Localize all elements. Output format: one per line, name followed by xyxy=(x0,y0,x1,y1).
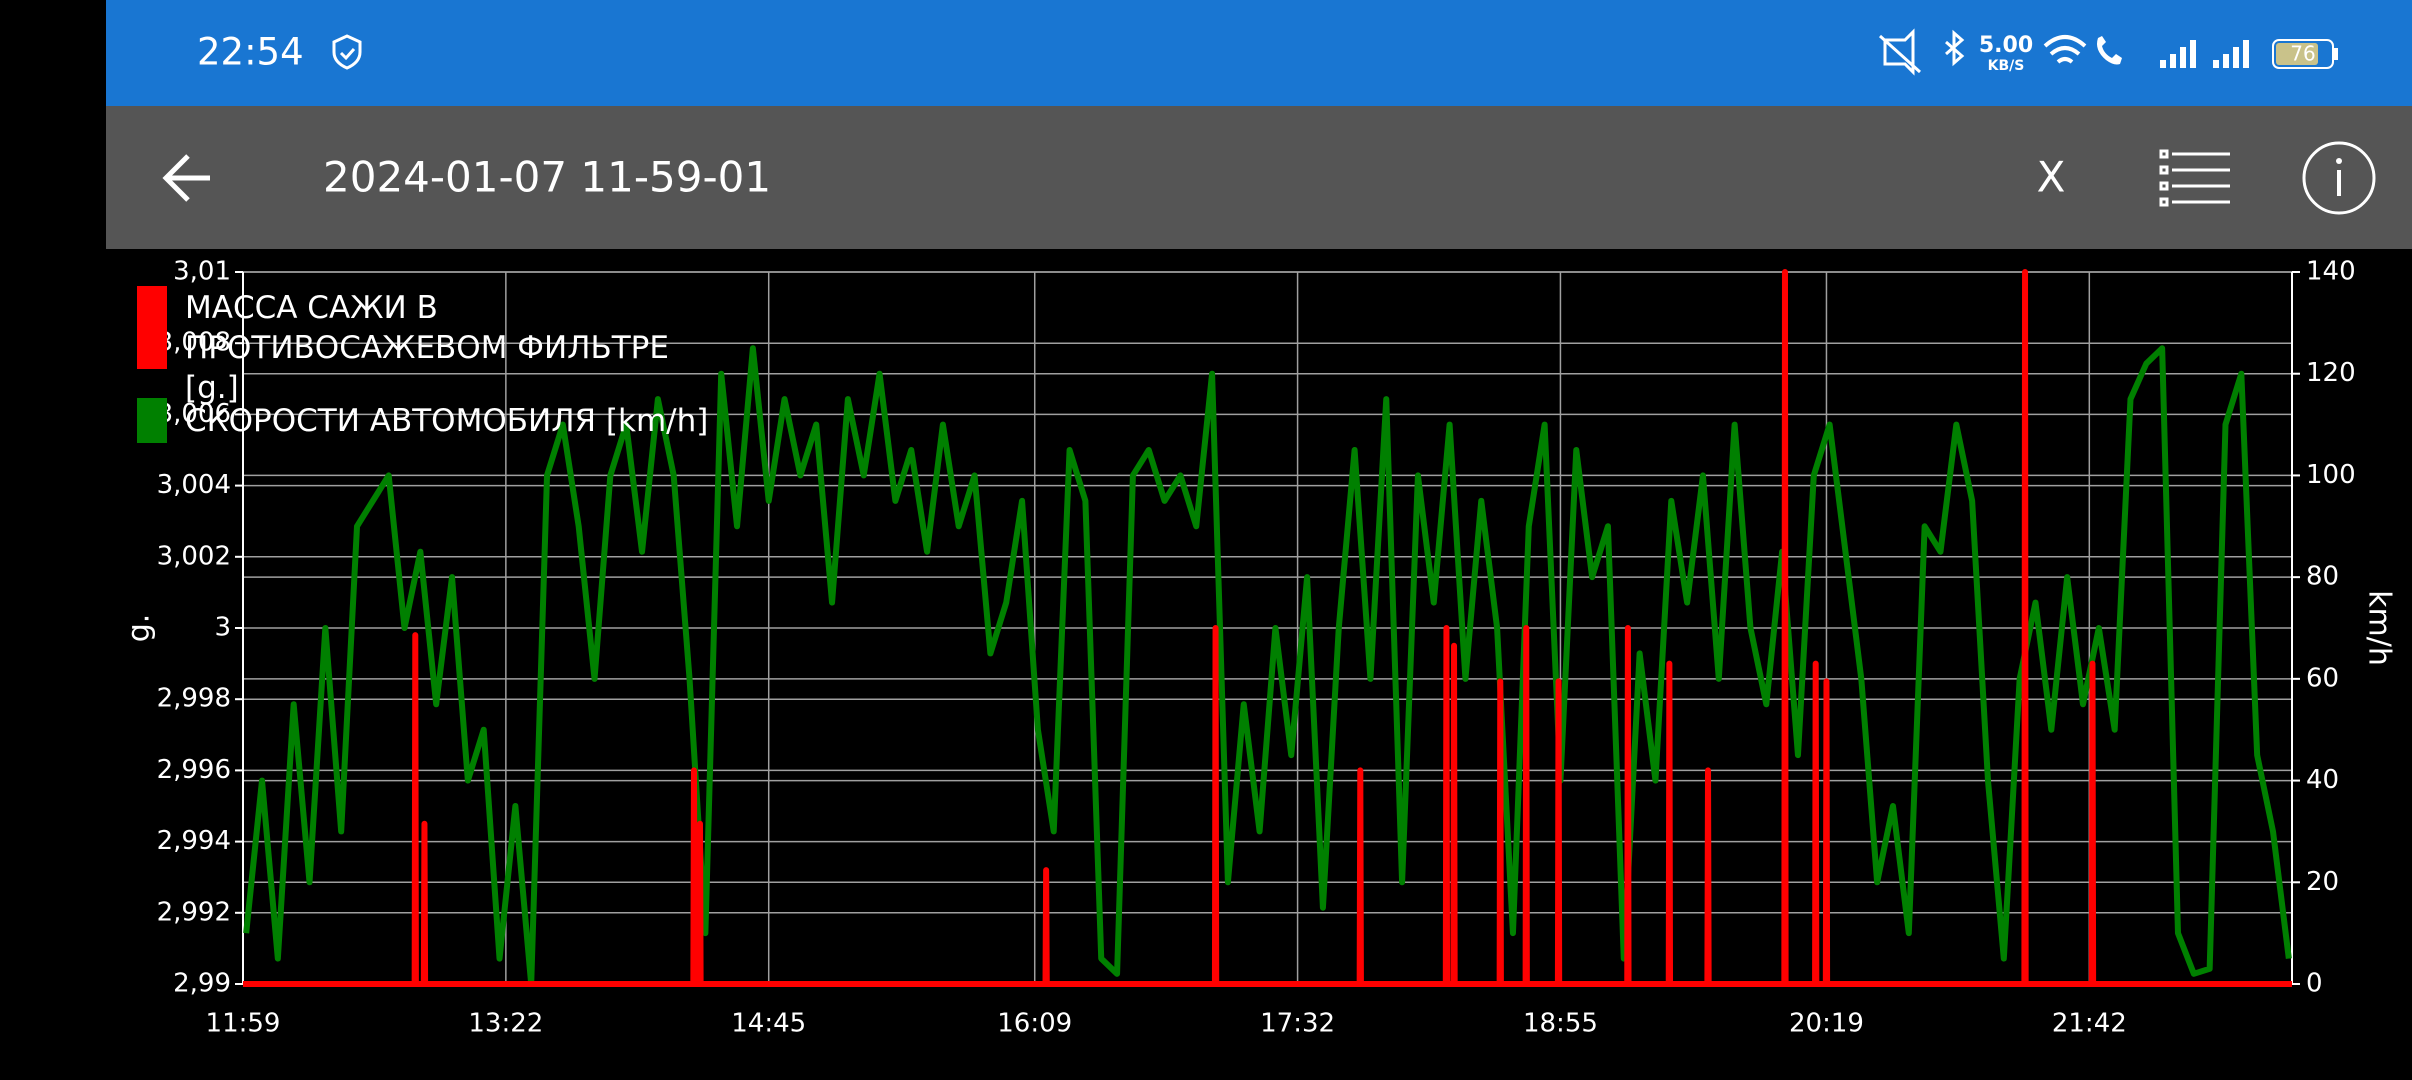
y-tick-label: 2,99 xyxy=(173,969,231,999)
y-tick-label: 3,008 xyxy=(157,328,231,358)
y2-tick-label: 0 xyxy=(2306,969,2323,999)
y-axis-label: g. xyxy=(122,614,157,643)
series-line xyxy=(243,345,2292,987)
legend-swatch xyxy=(137,398,167,443)
status-bar xyxy=(106,0,2412,106)
y2-tick-label: 120 xyxy=(2306,358,2356,388)
y-tick-label: 3,002 xyxy=(157,541,231,571)
x-tick-label: 13:22 xyxy=(468,1009,543,1039)
y2-tick-label: 20 xyxy=(2306,867,2339,897)
close-button[interactable]: X xyxy=(2037,153,2066,202)
back-button[interactable] xyxy=(162,154,210,202)
x-tick-label: 16:09 xyxy=(997,1009,1072,1039)
bluetooth-icon xyxy=(1945,29,1965,67)
y-tick-label: 3,006 xyxy=(157,399,231,429)
y2-tick-label: 60 xyxy=(2306,663,2339,693)
y2-tick-label: 140 xyxy=(2306,257,2356,287)
legend-swatch xyxy=(137,286,167,369)
y-tick-label: 2,998 xyxy=(157,684,231,714)
legend-label: МАССА САЖИ В ПРОТИВОСАЖЕВОМ ФИЛЬТРЕ [g.] xyxy=(185,290,669,406)
info-button[interactable] xyxy=(2302,141,2376,215)
y-tick-label: 2,992 xyxy=(157,897,231,927)
x-tick-label: 14:45 xyxy=(731,1009,806,1039)
mute-icon xyxy=(1878,28,1922,76)
shield-icon xyxy=(332,34,362,70)
y2-tick-label: 80 xyxy=(2306,562,2339,592)
y2-tick-label: 100 xyxy=(2306,460,2356,490)
legend-label: СКОРОСТИ АВТОМОБИЛЯ [km/h] xyxy=(185,403,709,439)
toolbar-title: 2024-01-07 11-59-01 xyxy=(323,153,771,202)
y-tick-label: 2,996 xyxy=(157,755,231,785)
x-tick-label: 17:32 xyxy=(1260,1009,1335,1039)
net-unit: KB/S xyxy=(1988,58,2025,74)
y2-tick-label: 40 xyxy=(2306,765,2339,795)
wifi-icon xyxy=(2043,35,2087,64)
list-button[interactable] xyxy=(2159,149,2230,207)
net-speed: 5.00 xyxy=(1979,33,2033,58)
toolbar xyxy=(106,106,2412,249)
x-tick-label: 11:59 xyxy=(206,1009,281,1039)
signal-icon xyxy=(2160,40,2249,68)
call-icon xyxy=(2097,36,2122,65)
y-tick-label: 2,994 xyxy=(157,826,231,856)
series-line xyxy=(243,269,2292,987)
status-time: 22:54 xyxy=(197,31,304,74)
y-tick-label: 3,01 xyxy=(173,257,231,287)
x-tick-label: 20:19 xyxy=(1789,1009,1864,1039)
x-tick-label: 18:55 xyxy=(1523,1009,1598,1039)
battery-text: 76 xyxy=(2290,42,2315,66)
y-tick-label: 3 xyxy=(214,613,231,643)
battery-tip xyxy=(2334,48,2338,60)
x-tick-label: 21:42 xyxy=(2052,1009,2127,1039)
y-tick-label: 3,004 xyxy=(157,470,231,500)
y2-axis-label: km/h xyxy=(2362,590,2397,666)
battery-level xyxy=(2276,43,2318,65)
battery-icon xyxy=(2272,39,2334,69)
